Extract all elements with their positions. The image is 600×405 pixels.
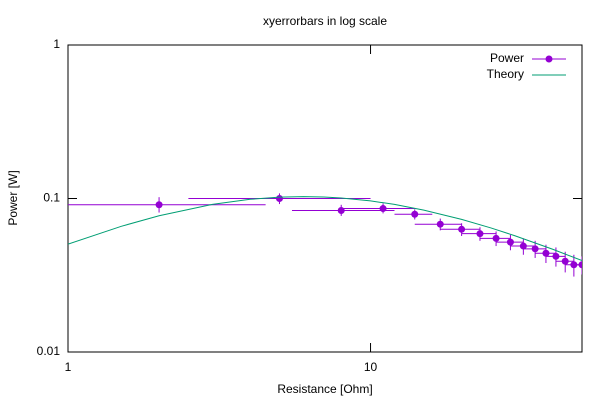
x-tick-label: 10 — [364, 360, 378, 374]
point — [476, 230, 484, 238]
theory-line — [68, 196, 582, 262]
x-tick-label: 1 — [65, 360, 72, 374]
point — [379, 205, 387, 213]
point — [436, 220, 444, 228]
point — [531, 245, 539, 253]
point — [552, 252, 560, 260]
legend-label: Theory — [487, 67, 524, 81]
x-axis-label: Resistance [Ohm] — [277, 382, 372, 396]
y-tick-label: 0.1 — [43, 191, 60, 205]
legend-label: Power — [490, 51, 524, 65]
chart-title: xyerrorbars in log scale — [263, 14, 387, 28]
legend-marker — [545, 55, 553, 63]
point — [561, 257, 569, 265]
point — [542, 249, 550, 257]
point — [155, 201, 163, 209]
y-tick-label: 0.01 — [37, 344, 61, 358]
point — [411, 210, 419, 218]
point — [492, 234, 500, 242]
point — [275, 195, 283, 202]
y-axis-label: Power [W] — [6, 170, 20, 225]
point — [506, 238, 514, 246]
point — [578, 261, 582, 269]
point — [519, 242, 527, 250]
y-tick-label: 1 — [53, 37, 60, 51]
point — [458, 225, 466, 233]
